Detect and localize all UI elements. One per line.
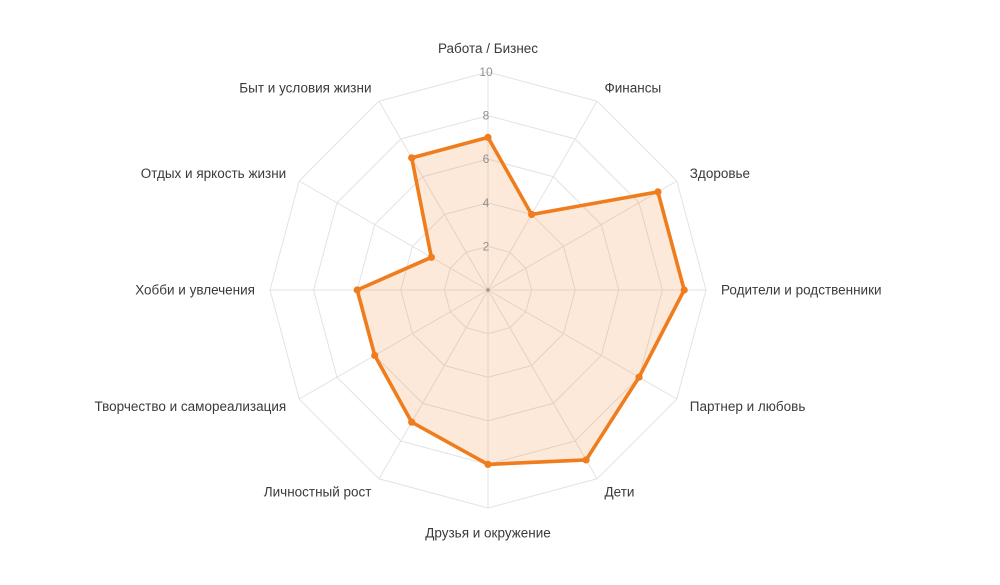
center-dot bbox=[486, 288, 490, 292]
data-point-10[interactable] bbox=[427, 253, 435, 261]
radar-series bbox=[353, 133, 688, 468]
axis-label-2: Здоровье bbox=[690, 166, 750, 181]
tick-label-8: 8 bbox=[483, 109, 490, 123]
axis-spoke-8 bbox=[298, 289, 489, 400]
axis-label-6: Друзья и окружение bbox=[425, 526, 551, 541]
axis-label-7: Личностный рост bbox=[264, 484, 372, 499]
radar-axis-labels: Работа / Бизнес Финансы Здоровье Родители и… bbox=[94, 41, 881, 541]
axis-label-9: Хобби и увлечения bbox=[135, 283, 255, 298]
axis-label-10: Отдых и яркость жизни bbox=[141, 166, 286, 181]
axis-spoke-2 bbox=[487, 180, 678, 291]
data-point-8[interactable] bbox=[371, 351, 379, 359]
axis-label-11: Быт и условия жизни bbox=[239, 81, 371, 96]
data-point-5[interactable] bbox=[582, 456, 590, 464]
tick-label-10: 10 bbox=[479, 65, 493, 79]
series-area bbox=[355, 135, 687, 467]
radar-grid bbox=[269, 71, 707, 509]
data-point-1[interactable] bbox=[528, 210, 536, 219]
data-point-2[interactable] bbox=[654, 188, 662, 196]
axis-spoke-11 bbox=[378, 100, 489, 291]
data-point-6[interactable] bbox=[484, 460, 492, 468]
data-point-0[interactable] bbox=[484, 133, 492, 141]
axis-label-1: Финансы bbox=[605, 81, 662, 96]
tick-label-6: 6 bbox=[483, 152, 490, 166]
tick-label-4: 4 bbox=[483, 196, 490, 210]
data-point-7[interactable] bbox=[408, 418, 416, 426]
axis-label-5: Дети bbox=[605, 484, 635, 499]
axis-label-0: Работа / Бизнес bbox=[438, 41, 538, 56]
axis-label-3: Родители и родственники bbox=[721, 283, 882, 298]
radar-tick-labels: 2 4 6 8 10 bbox=[479, 65, 493, 253]
axis-label-4: Партнер и любовь bbox=[690, 399, 806, 414]
data-point-9[interactable] bbox=[353, 286, 361, 294]
axis-label-8: Творчество и самореализация bbox=[94, 399, 286, 414]
axis-spoke-1 bbox=[487, 100, 598, 291]
tick-label-2: 2 bbox=[483, 239, 490, 253]
axis-spoke-5 bbox=[487, 289, 598, 480]
data-point-3[interactable] bbox=[680, 286, 688, 294]
axis-spoke-10 bbox=[298, 180, 489, 291]
data-point-4[interactable] bbox=[635, 373, 643, 381]
axis-spoke-4 bbox=[487, 289, 678, 400]
data-point-11[interactable] bbox=[408, 154, 416, 162]
axis-spoke-7 bbox=[378, 289, 489, 480]
